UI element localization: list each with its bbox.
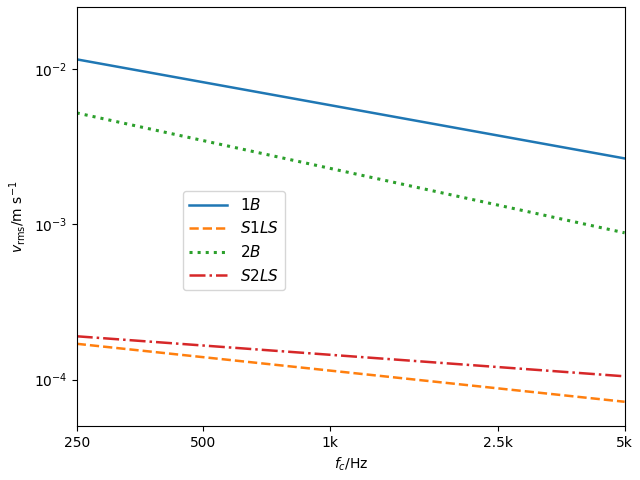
$S2LS$ bbox=[75, 334, 83, 339]
$2B$ bbox=[534, 211, 542, 217]
Line: $2B$: $2B$ bbox=[77, 113, 625, 233]
$1B$ bbox=[75, 57, 83, 62]
$S2LS$ bbox=[570, 370, 577, 375]
X-axis label: $f_c$/Hz: $f_c$/Hz bbox=[333, 456, 368, 473]
$1B$ bbox=[408, 117, 416, 123]
$S1LS$ bbox=[408, 376, 416, 382]
$2B$ bbox=[570, 219, 577, 225]
$S1LS$ bbox=[397, 375, 405, 381]
$S2LS$ bbox=[408, 358, 416, 364]
$S1LS$ bbox=[75, 341, 83, 347]
$1B$ bbox=[570, 146, 577, 152]
$S2LS$ bbox=[73, 334, 81, 339]
$1B$ bbox=[399, 116, 407, 121]
$2B$ bbox=[397, 181, 405, 187]
$S2LS$ bbox=[534, 367, 542, 373]
$2B$ bbox=[621, 230, 628, 236]
$S2LS$ bbox=[397, 357, 405, 363]
$1B$ bbox=[534, 140, 542, 146]
$2B$ bbox=[399, 181, 407, 187]
$2B$ bbox=[73, 110, 81, 116]
Line: $S2LS$: $S2LS$ bbox=[77, 336, 625, 376]
$2B$ bbox=[408, 183, 416, 189]
$S1LS$ bbox=[534, 390, 542, 396]
Legend: $1B$, $S1LS$, $2B$, $S2LS$: $1B$, $S1LS$, $2B$, $S2LS$ bbox=[183, 191, 285, 290]
$S1LS$ bbox=[570, 394, 577, 399]
$S1LS$ bbox=[73, 341, 81, 347]
$1B$ bbox=[621, 156, 628, 161]
$1B$ bbox=[397, 115, 405, 121]
$2B$ bbox=[75, 110, 83, 116]
Line: $1B$: $1B$ bbox=[77, 60, 625, 158]
$S1LS$ bbox=[621, 399, 628, 405]
Y-axis label: $v_\mathrm{rms}$/m s$^{-1}$: $v_\mathrm{rms}$/m s$^{-1}$ bbox=[7, 180, 28, 253]
$1B$ bbox=[73, 57, 81, 62]
$S2LS$ bbox=[399, 357, 407, 363]
$S1LS$ bbox=[399, 375, 407, 381]
Line: $S1LS$: $S1LS$ bbox=[77, 344, 625, 402]
$S2LS$ bbox=[621, 373, 628, 379]
